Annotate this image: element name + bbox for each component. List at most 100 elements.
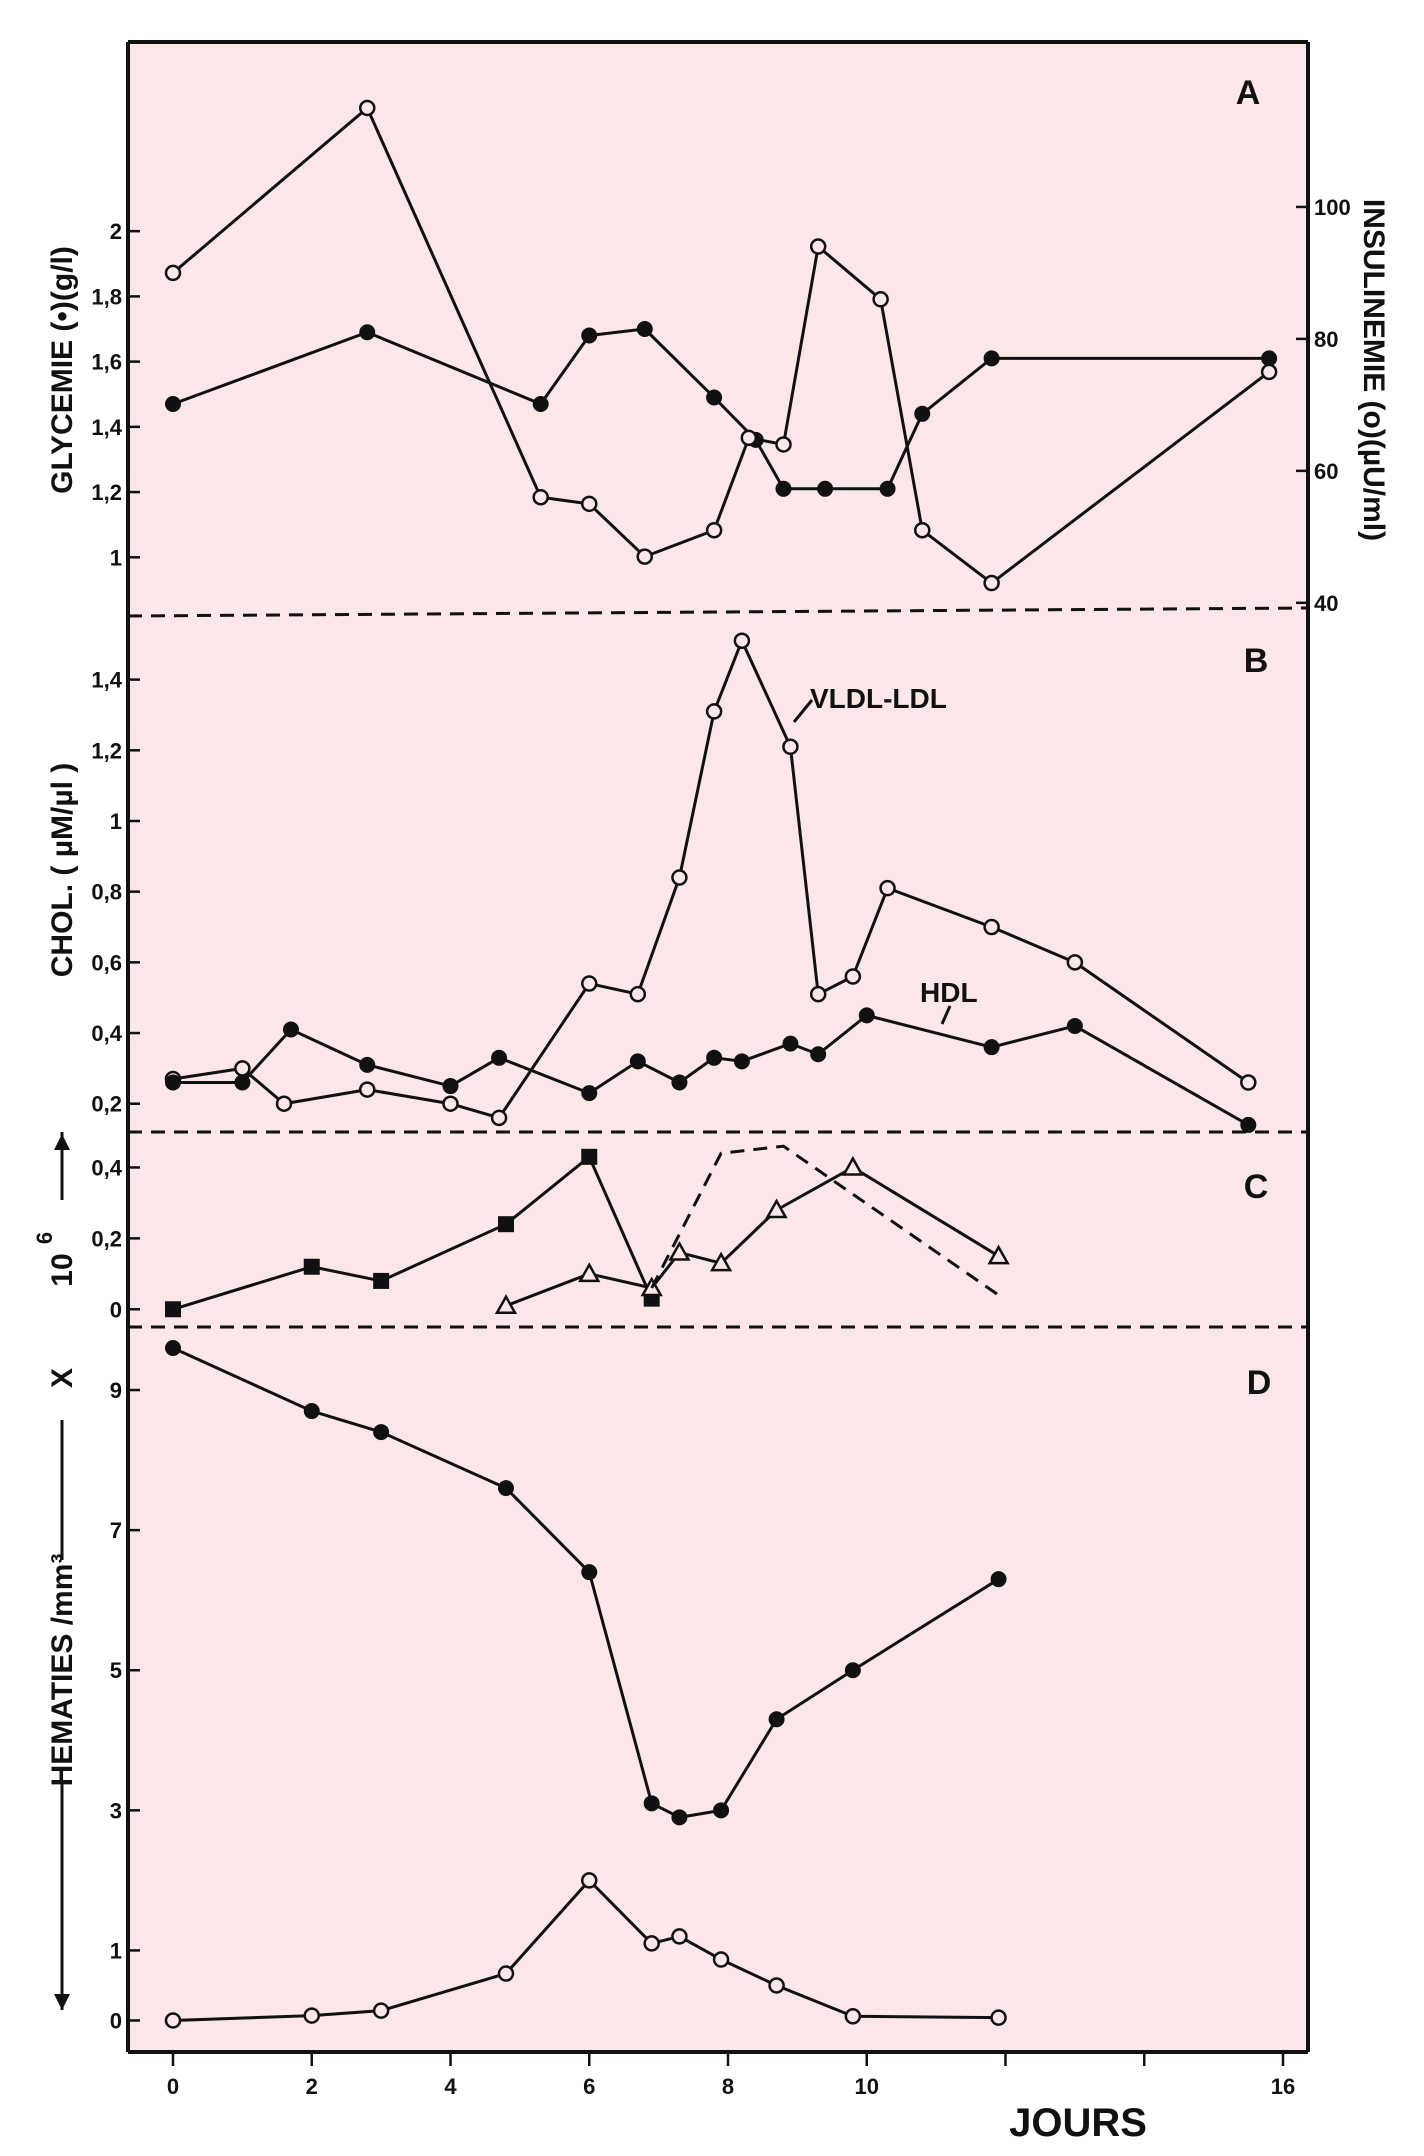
panel-a-ytick-right-label-2: 80 <box>1314 327 1338 352</box>
panel-b-series-1-point-12 <box>810 1046 827 1063</box>
panel-a-series-1-point-1 <box>359 99 376 117</box>
marks-layer: 11,21,41,61,824060801000,20,40,60,811,21… <box>91 99 1351 2099</box>
panel-d-series-1-point-0 <box>164 2012 182 2029</box>
panel-a-ytick-label-0: 1 <box>110 545 122 570</box>
panel-d-ytick-label-2: 3 <box>110 1798 122 1823</box>
x-tick-label-0: 0 <box>167 2074 179 2099</box>
panel-b-series-0-point-6 <box>581 975 598 992</box>
panel-b-series-0-point-13 <box>844 968 862 985</box>
panel-b-series-0-point-10 <box>733 632 751 649</box>
panel-d-series-0-point-4 <box>581 1564 598 1581</box>
panel-b-series-1-point-8 <box>671 1074 688 1091</box>
panel-background <box>128 42 1308 2052</box>
panel-c-series-1-point-1 <box>578 1262 601 1283</box>
panel-a-ytick-label-2: 1,4 <box>91 415 122 440</box>
panel-c-series-1-line <box>505 1165 1000 1308</box>
panel-b-series-1-point-16 <box>1240 1116 1257 1133</box>
panel-d-ytick-label-1: 1 <box>110 1938 122 1963</box>
panel-label-b: B <box>1244 642 1269 680</box>
panel-d-ytick-label-3: 5 <box>110 1658 122 1683</box>
panel-a-series-1-point-6 <box>740 429 758 447</box>
panel-label-a: A <box>1236 74 1261 112</box>
panel-b-ytick-label-2: 0,6 <box>91 950 122 975</box>
y-label-glycemie: GLYCEMIE (•)(g/l) <box>46 246 79 494</box>
panel-b-series-1-point-15 <box>1066 1017 1083 1034</box>
panel-a-series-0-point-4 <box>636 321 653 337</box>
panel-c-series-1-point-7 <box>987 1244 1010 1265</box>
panel-d-series-1-point-2 <box>372 2002 390 2019</box>
panel-d-series-1-point-1 <box>303 2007 320 2024</box>
panel-a-ytick-label-5: 2 <box>110 219 122 244</box>
panel-b-series-0-point-8 <box>671 869 688 886</box>
panel-a-series-1-point-8 <box>809 238 827 255</box>
panel-b-series-1-point-5 <box>491 1049 508 1066</box>
panel-d-series-0-point-6 <box>671 1809 688 1826</box>
panel-d-series-1-point-9 <box>844 2008 862 2025</box>
panel-a-series-1-point-2 <box>532 488 549 506</box>
annotation-vldl-ldl: VLDL-LDL <box>810 683 947 714</box>
panel-d-ytick-label-4: 7 <box>110 1518 122 1543</box>
x-tick-label-6: 16 <box>1271 2074 1295 2099</box>
multiplier-label: 10 6 <box>32 1232 79 1287</box>
panel-a-series-0-point-10 <box>914 405 931 422</box>
panel-b-series-1-point-10 <box>733 1053 750 1070</box>
x-tick-label-1: 2 <box>306 2074 318 2099</box>
panel-c-series-0-point-3 <box>498 1216 514 1233</box>
panel-d-series-1-point-10 <box>990 2009 1007 2026</box>
panel-a-series-1-point-5 <box>705 521 723 539</box>
panel-b-ytick-label-6: 1,4 <box>91 668 122 693</box>
shared-axis-arrow <box>54 1132 70 2010</box>
panel-a-series-1-point-3 <box>581 495 598 513</box>
panel-b-series-1-point-2 <box>282 1021 299 1038</box>
y-label-hematies: HEMATIES /mm³ <box>46 1554 79 1787</box>
panel-a-ytick-label-4: 1,8 <box>91 284 122 309</box>
panel-d-series-0-point-0 <box>165 1340 181 1357</box>
panel-b-series-1-point-0 <box>165 1074 181 1091</box>
panel-c-series-0-point-4 <box>581 1148 598 1165</box>
panel-a-series-1-point-11 <box>983 574 1000 592</box>
panel-d-series-0-point-9 <box>844 1662 861 1679</box>
panel-a-ytick-label-3: 1,6 <box>91 350 122 375</box>
panel-a-series-1-point-0 <box>164 264 182 282</box>
panel-a-ytick-right-label-1: 60 <box>1314 459 1338 484</box>
panel-b-series-0-point-7 <box>629 985 647 1003</box>
panel-c-series-0-point-1 <box>303 1258 320 1275</box>
panel-b-series-0-point-2 <box>275 1095 293 1112</box>
panel-a-series-0-point-7 <box>775 480 792 497</box>
panel-b-series-1-point-3 <box>359 1056 376 1073</box>
panel-a-ytick-label-1: 1,2 <box>91 480 122 505</box>
panel-a-series-1-point-4 <box>636 548 653 565</box>
panel-d-series-0-point-5 <box>643 1795 660 1812</box>
panel-a-series-0-point-0 <box>165 396 181 413</box>
panel-b-series-0-point-14 <box>879 879 896 897</box>
panel-b-series-0-point-1 <box>234 1060 251 1077</box>
multiplier-x: X <box>46 1368 79 1388</box>
panel-b-ytick-label-0: 0,2 <box>91 1092 122 1117</box>
panel-b-series-0-line <box>172 639 1250 1120</box>
panel-b-series-0-point-5 <box>490 1109 508 1127</box>
panel-b-series-0-point-9 <box>705 703 723 720</box>
panel-b-ytick-label-3: 0,8 <box>91 880 122 905</box>
panel-d-series-0-point-2 <box>373 1424 390 1441</box>
panel-b-series-0-point-3 <box>359 1081 376 1098</box>
annotation-hdl-arrow <box>940 1005 952 1025</box>
panel-b-series-1-point-4 <box>442 1078 459 1095</box>
panel-c-series-0-point-0 <box>165 1301 181 1318</box>
panel-b-series-0-point-15 <box>983 918 1000 936</box>
panel-c-series-1-point-6 <box>841 1155 865 1176</box>
panel-b-ytick-label-4: 1 <box>110 809 122 834</box>
panel-a-series-0-point-1 <box>359 324 376 341</box>
panel-b-series-1-point-11 <box>782 1035 799 1052</box>
panel-d-series-1-point-3 <box>497 1965 515 1982</box>
panel-b-ytick-label-5: 1,2 <box>91 738 122 763</box>
panel-d-series-0-point-10 <box>990 1571 1007 1588</box>
panel-b-series-1-point-1 <box>234 1074 251 1091</box>
panel-c-series-2-line <box>650 1144 1000 1297</box>
panel-a-series-0-point-11 <box>983 350 1000 367</box>
panel-label-c: C <box>1244 1168 1269 1206</box>
panel-a-series-0-point-9 <box>879 480 896 497</box>
panel-b-series-0-point-17 <box>1240 1074 1257 1091</box>
y-label-insulinemie: INSULINEMIE (o)(µU/ml) <box>1357 199 1390 541</box>
panel-c-series-1-point-4 <box>709 1251 733 1272</box>
